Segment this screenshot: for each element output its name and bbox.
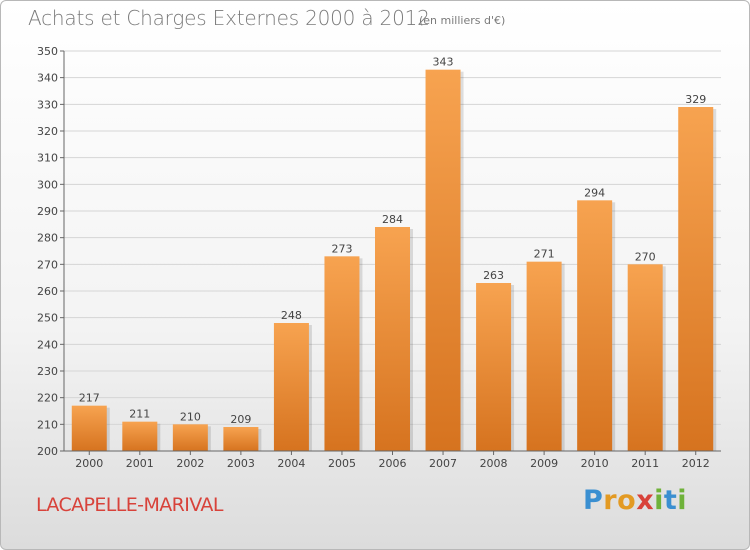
y-tick-label: 330: [37, 98, 58, 111]
x-tick-label: 2005: [328, 457, 356, 470]
logo-letter: x: [636, 485, 655, 516]
logo-letter: t: [663, 485, 678, 516]
y-tick-label: 350: [37, 45, 58, 58]
logo-letter: i: [677, 485, 688, 516]
y-tick-label: 200: [37, 445, 58, 458]
bar-2001: [122, 421, 158, 451]
bar-2005: [324, 256, 360, 451]
data-label: 210: [180, 410, 201, 423]
x-tick-label: 2009: [530, 457, 558, 470]
bar-2009: [526, 261, 562, 451]
data-label: 248: [281, 309, 302, 322]
y-tick-label: 270: [37, 258, 58, 271]
x-tick-label: 2007: [429, 457, 457, 470]
bar-2000: [71, 405, 107, 451]
bar-2007: [425, 69, 461, 452]
x-tick-label: 2001: [126, 457, 154, 470]
bar-2002: [172, 424, 208, 451]
data-label: 217: [79, 392, 100, 405]
bar-2004: [273, 323, 309, 451]
x-tick-label: 2008: [480, 457, 508, 470]
bar-2003: [223, 427, 259, 451]
axes: [60, 50, 721, 455]
logo-letter: r: [603, 485, 618, 516]
labels: 200 210 220 230 240 250 260 270 280 290 300 310 320 3…: [37, 45, 710, 470]
data-label: 273: [331, 242, 352, 255]
y-tick-label: 340: [37, 72, 58, 85]
y-tick-label: 280: [37, 232, 58, 245]
data-label: 209: [230, 413, 251, 426]
commune-name: LACAPELLE-MARIVAL: [36, 494, 223, 516]
x-tick-label: 2002: [176, 457, 204, 470]
y-tick-label: 320: [37, 125, 58, 138]
bar-2008: [476, 283, 512, 451]
data-label: 271: [534, 248, 555, 261]
data-label: 211: [129, 408, 150, 421]
logo-letter: P: [583, 485, 604, 516]
y-tick-label: 210: [37, 418, 58, 431]
data-label: 270: [635, 250, 656, 263]
x-tick-label: 2006: [379, 457, 407, 470]
logo-letter: o: [617, 485, 637, 516]
proxiti-logo: Proxiti: [583, 485, 687, 516]
bars: [71, 69, 717, 452]
y-tick-label: 260: [37, 285, 58, 298]
data-label: 343: [433, 56, 454, 69]
y-tick-label: 240: [37, 338, 58, 351]
data-label: 329: [685, 93, 706, 106]
y-tick-label: 290: [37, 205, 58, 218]
x-tick-label: 2010: [581, 457, 609, 470]
x-tick-label: 2012: [682, 457, 710, 470]
y-tick-label: 300: [37, 178, 58, 191]
data-label: 263: [483, 269, 504, 282]
y-tick-label: 230: [37, 365, 58, 378]
chart-title: Achats et Charges Externes 2000 à 2012: [28, 6, 430, 30]
x-tick-label: 2011: [631, 457, 659, 470]
x-tick-label: 2000: [75, 457, 103, 470]
x-tick-label: 2003: [227, 457, 255, 470]
y-tick-label: 220: [37, 392, 58, 405]
y-tick-label: 250: [37, 312, 58, 325]
chart-subtitle: (en milliers d'€): [419, 14, 506, 27]
logo-letter: i: [654, 485, 664, 516]
x-tick-label: 2004: [277, 457, 305, 470]
data-label: 294: [584, 186, 605, 199]
bar-2011: [627, 264, 663, 451]
bar-2010: [577, 200, 613, 451]
bar-2012: [678, 107, 714, 451]
y-tick-label: 310: [37, 152, 58, 165]
bar-2006: [375, 227, 410, 451]
data-label: 284: [382, 213, 403, 226]
